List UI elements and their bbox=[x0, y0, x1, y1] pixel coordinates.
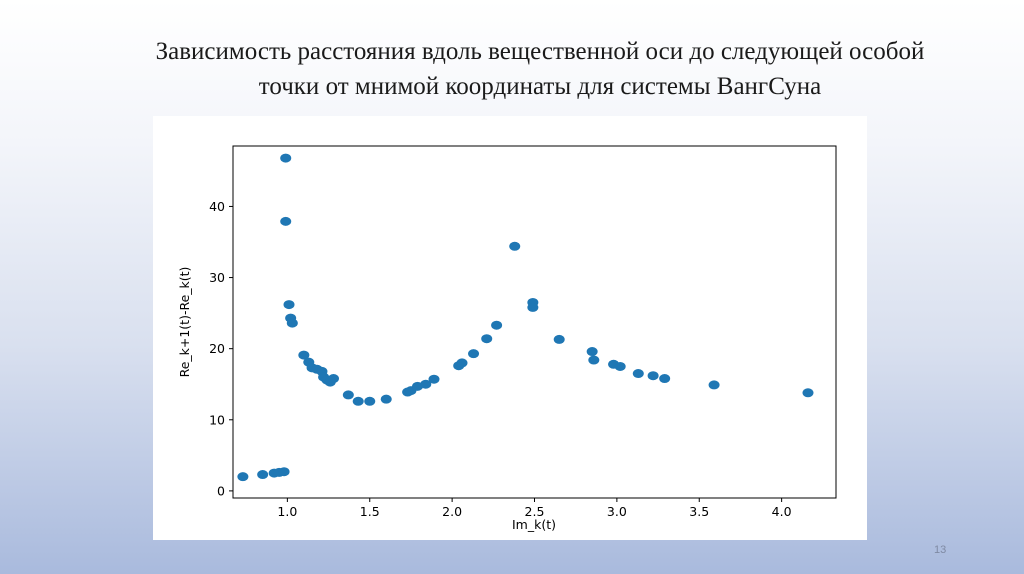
page-number: 13 bbox=[934, 544, 947, 556]
data-point-29 bbox=[456, 358, 468, 368]
x-tick-label: 3.5 bbox=[689, 504, 709, 519]
x-tick-label: 3.0 bbox=[607, 504, 627, 519]
x-tick-label: 4.0 bbox=[772, 504, 792, 519]
data-point-37 bbox=[586, 347, 598, 357]
data-point-35 bbox=[527, 302, 539, 312]
data-point-33 bbox=[509, 241, 521, 251]
data-point-20 bbox=[352, 396, 364, 406]
data-point-18 bbox=[328, 374, 339, 384]
slide-title-line-2: точки от мнимой координаты для системы В… bbox=[258, 73, 822, 100]
data-points-layer bbox=[237, 153, 814, 482]
data-point-36 bbox=[553, 334, 565, 344]
data-point-22 bbox=[380, 394, 392, 404]
y-tick-label: 10 bbox=[209, 412, 225, 427]
data-point-40 bbox=[614, 361, 626, 371]
y-tick-label: 20 bbox=[209, 341, 225, 356]
y-tick-label: 30 bbox=[209, 270, 225, 285]
data-point-1 bbox=[257, 470, 269, 480]
data-point-0 bbox=[237, 472, 249, 482]
y-tick-label: 40 bbox=[209, 199, 225, 214]
x-tick-label: 2.0 bbox=[442, 504, 462, 519]
data-point-26 bbox=[420, 379, 432, 389]
slide-title: Зависимость расстояния вдоль вещественно… bbox=[40, 34, 1024, 104]
data-point-44 bbox=[708, 380, 720, 390]
x-tick-label: 2.5 bbox=[525, 504, 545, 519]
data-point-30 bbox=[468, 349, 480, 359]
plot-frame bbox=[232, 145, 837, 499]
data-point-21 bbox=[364, 396, 376, 406]
data-point-32 bbox=[491, 320, 503, 330]
data-point-27 bbox=[428, 374, 440, 384]
data-point-7 bbox=[283, 300, 295, 310]
slide-title-line-1: Зависимость расстояния вдоль вещественно… bbox=[155, 38, 925, 65]
chart-panel: 1.0 1.5 2.0 2.5 3.0 3.5 4.0 0 10 20 30 40 Im_k(t) … bbox=[153, 116, 867, 540]
data-point-41 bbox=[632, 369, 644, 379]
x-tick-label: 1.0 bbox=[277, 504, 297, 519]
data-point-6 bbox=[280, 216, 292, 226]
x-axis-label: Im_k(t) bbox=[512, 517, 556, 532]
data-point-4 bbox=[278, 467, 290, 477]
data-point-42 bbox=[647, 371, 659, 381]
data-point-38 bbox=[588, 355, 600, 365]
data-point-31 bbox=[481, 334, 493, 344]
data-point-5 bbox=[280, 153, 292, 163]
data-point-43 bbox=[659, 374, 671, 384]
data-point-9 bbox=[286, 318, 298, 328]
data-point-10 bbox=[298, 350, 310, 360]
y-axis-label: Re_k+1(t)-Re_k(t) bbox=[177, 267, 192, 378]
data-point-45 bbox=[802, 388, 814, 398]
x-ticks: 1.0 1.5 2.0 2.5 3.0 3.5 4.0 bbox=[277, 498, 792, 519]
x-tick-label: 1.5 bbox=[360, 504, 380, 519]
y-ticks: 0 10 20 30 40 bbox=[209, 199, 233, 498]
y-tick-label: 0 bbox=[217, 483, 225, 498]
data-point-19 bbox=[342, 390, 354, 400]
